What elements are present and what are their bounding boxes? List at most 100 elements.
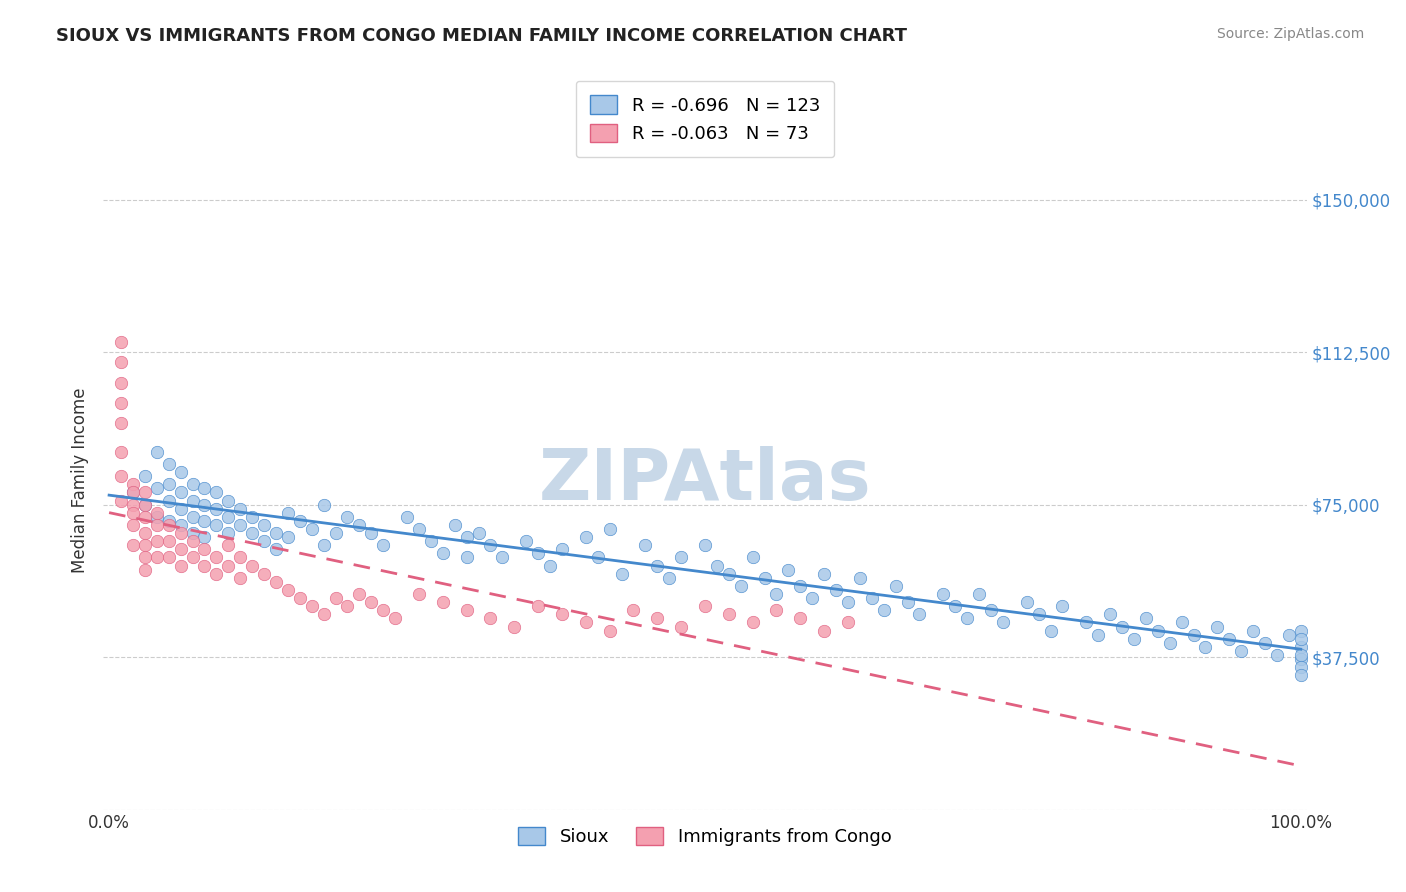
Point: [264, 542, 287, 557]
Point: [717, 566, 740, 581]
Point: [110, 334, 132, 349]
Point: [181, 493, 204, 508]
Point: [741, 550, 763, 565]
Point: [538, 558, 561, 573]
Point: [122, 517, 145, 532]
Point: [193, 558, 215, 573]
Point: [456, 530, 478, 544]
Point: [693, 538, 716, 552]
Point: [527, 546, 550, 560]
Point: [229, 517, 252, 532]
Legend: R = -0.696   N = 123, R = -0.063   N = 73: R = -0.696 N = 123, R = -0.063 N = 73: [575, 81, 834, 157]
Point: [1099, 607, 1122, 622]
Point: [217, 509, 239, 524]
Point: [599, 522, 621, 536]
Point: [599, 624, 621, 638]
Point: [240, 558, 263, 573]
Point: [551, 607, 574, 622]
Point: [730, 579, 752, 593]
Point: [1039, 624, 1062, 638]
Text: Source: ZipAtlas.com: Source: ZipAtlas.com: [1216, 27, 1364, 41]
Point: [1254, 636, 1277, 650]
Point: [360, 526, 382, 541]
Point: [229, 550, 252, 565]
Point: [491, 550, 513, 565]
Point: [837, 595, 859, 609]
Point: [1170, 615, 1192, 630]
Point: [515, 534, 537, 549]
Point: [884, 579, 907, 593]
Point: [145, 506, 167, 520]
Point: [253, 534, 276, 549]
Point: [765, 603, 787, 617]
Point: [110, 396, 132, 410]
Point: [264, 526, 287, 541]
Point: [264, 574, 287, 589]
Text: ZIPAtlas: ZIPAtlas: [538, 446, 872, 515]
Point: [169, 526, 191, 541]
Point: [1146, 624, 1168, 638]
Point: [1289, 624, 1312, 638]
Point: [467, 526, 489, 541]
Point: [336, 599, 359, 614]
Point: [134, 498, 156, 512]
Point: [967, 587, 990, 601]
Point: [479, 611, 502, 625]
Point: [145, 517, 167, 532]
Point: [801, 591, 824, 606]
Point: [349, 587, 371, 601]
Point: [503, 619, 526, 633]
Point: [1289, 660, 1312, 674]
Point: [157, 517, 180, 532]
Point: [277, 582, 299, 597]
Point: [217, 538, 239, 552]
Point: [181, 509, 204, 524]
Point: [145, 509, 167, 524]
Point: [122, 506, 145, 520]
Point: [645, 558, 668, 573]
Point: [217, 558, 239, 573]
Point: [1076, 615, 1098, 630]
Point: [575, 615, 598, 630]
Point: [896, 595, 918, 609]
Point: [813, 624, 835, 638]
Point: [789, 611, 811, 625]
Point: [443, 517, 465, 532]
Point: [623, 603, 645, 617]
Point: [277, 530, 299, 544]
Point: [1289, 632, 1312, 646]
Point: [360, 595, 382, 609]
Point: [1230, 644, 1253, 658]
Point: [1087, 628, 1109, 642]
Point: [157, 550, 180, 565]
Point: [658, 571, 681, 585]
Point: [932, 587, 955, 601]
Point: [825, 582, 848, 597]
Point: [122, 498, 145, 512]
Point: [610, 566, 633, 581]
Point: [134, 509, 156, 524]
Point: [193, 530, 215, 544]
Point: [205, 501, 228, 516]
Point: [110, 417, 132, 431]
Point: [253, 517, 276, 532]
Point: [1159, 636, 1181, 650]
Y-axis label: Median Family Income: Median Family Income: [72, 387, 89, 573]
Point: [873, 603, 896, 617]
Point: [217, 526, 239, 541]
Point: [456, 603, 478, 617]
Point: [312, 607, 335, 622]
Point: [205, 566, 228, 581]
Point: [181, 550, 204, 565]
Point: [575, 530, 598, 544]
Point: [765, 587, 787, 601]
Point: [1123, 632, 1146, 646]
Point: [408, 522, 430, 536]
Point: [193, 542, 215, 557]
Point: [408, 587, 430, 601]
Point: [1241, 624, 1264, 638]
Point: [122, 485, 145, 500]
Point: [1206, 619, 1229, 633]
Point: [980, 603, 1002, 617]
Point: [991, 615, 1014, 630]
